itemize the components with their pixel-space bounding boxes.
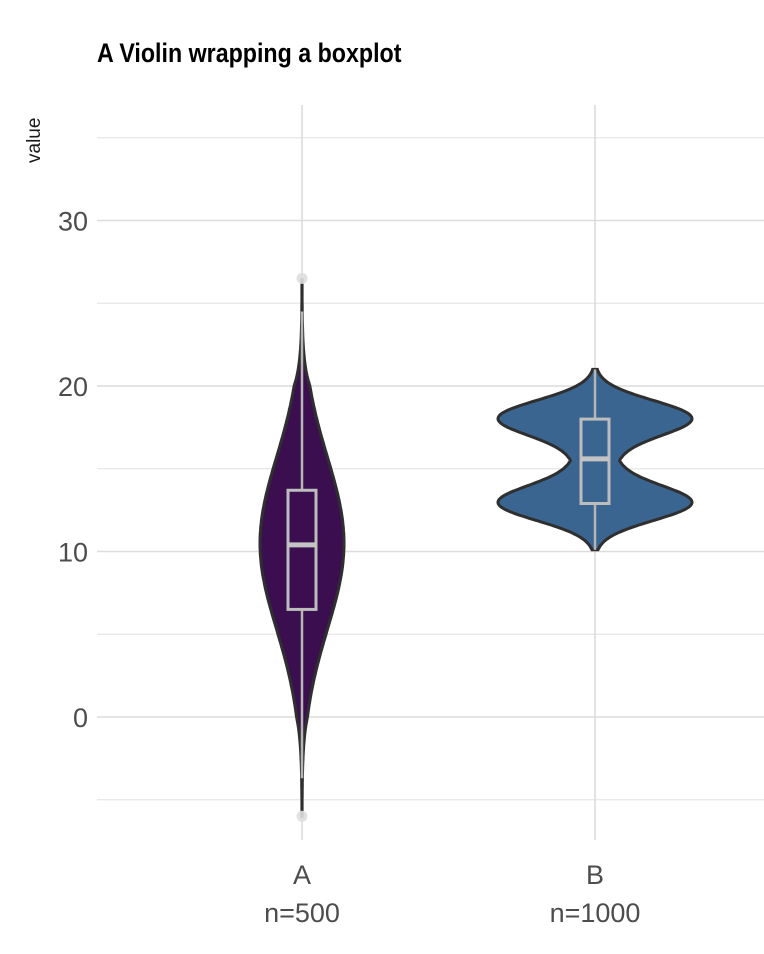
y-tick-label: 30 (58, 207, 88, 237)
x-tick-count-label: n=1000 (550, 898, 641, 928)
box-A (286, 488, 318, 611)
y-axis-label: value (24, 118, 45, 163)
x-tick-count-label: n=500 (264, 898, 340, 928)
x-tick-label: A (293, 860, 311, 890)
y-tick-label: 10 (58, 538, 88, 568)
outlier-point (296, 810, 308, 822)
y-tick-label: 20 (58, 372, 88, 402)
grid-lines (97, 105, 764, 840)
y-tick-label: 0 (73, 703, 88, 733)
violins (258, 272, 694, 822)
axes: 0 10 20 30 An=500 Bn=1000 (58, 207, 640, 929)
chart-title: A Violin wrapping a boxplot (97, 38, 402, 68)
x-tick-label: B (586, 860, 604, 890)
outlier-point (296, 272, 308, 284)
